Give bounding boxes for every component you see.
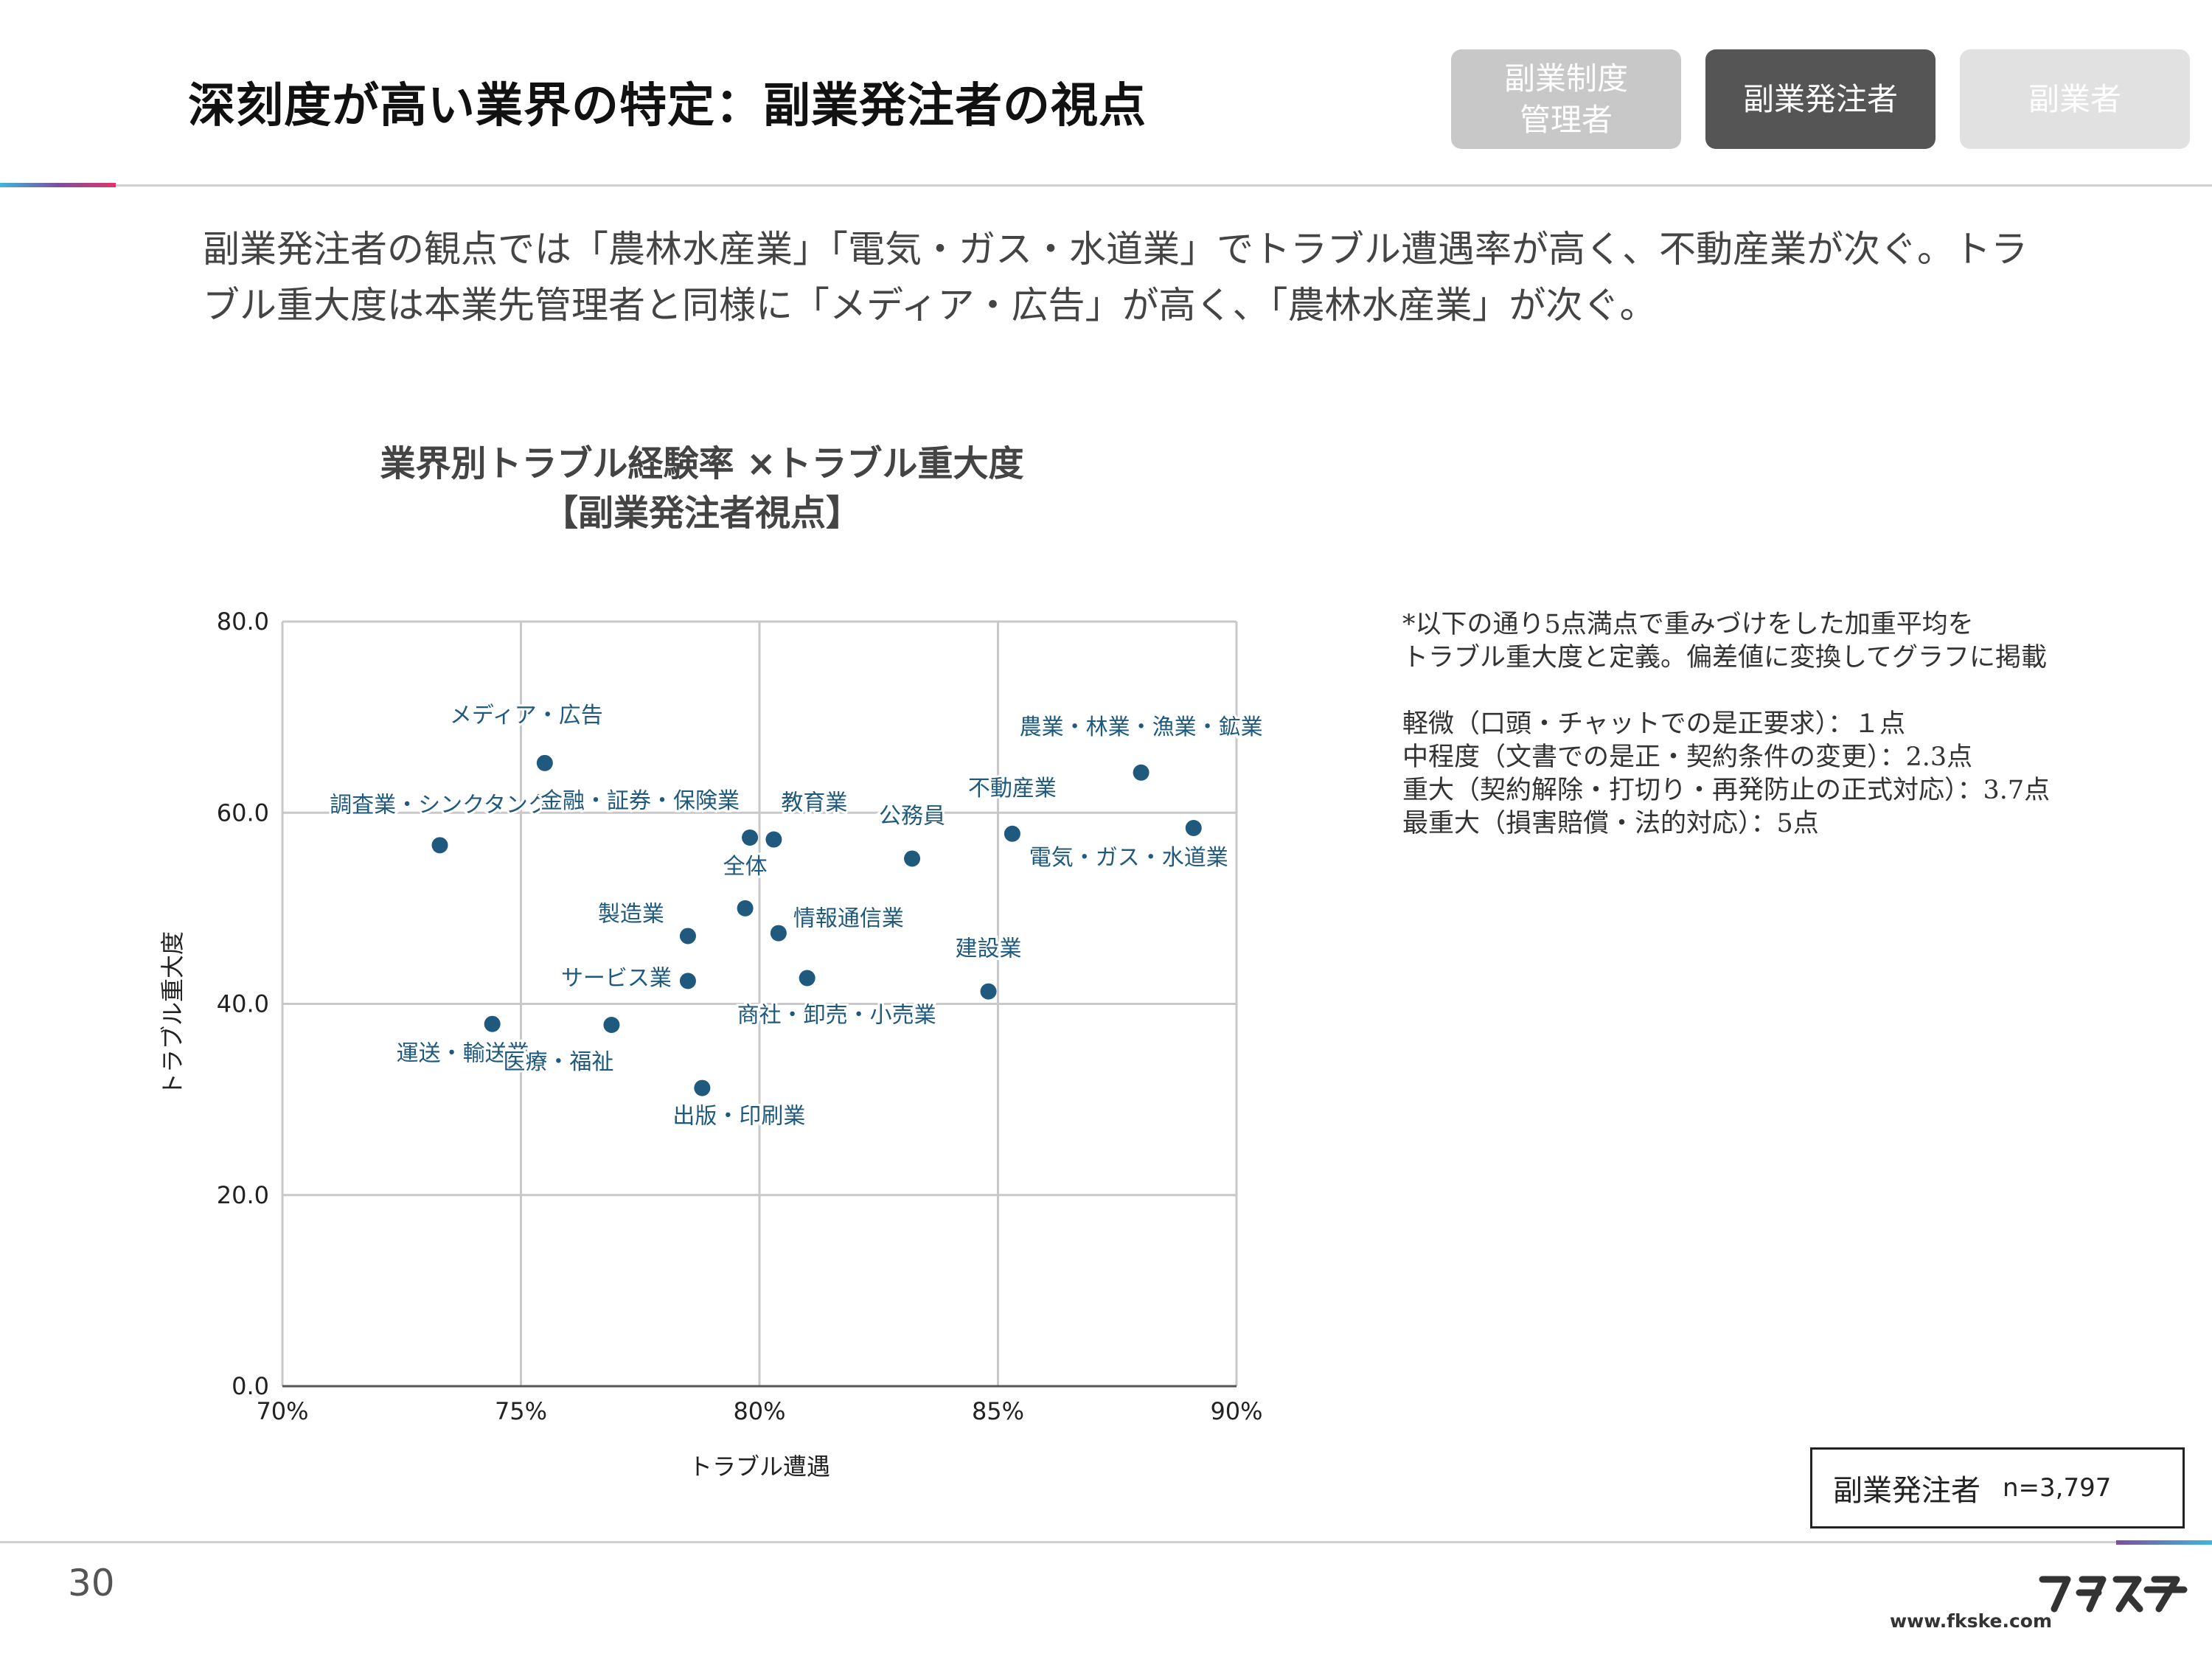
data-point [694, 1079, 711, 1096]
data-point [904, 850, 921, 867]
fukusuke-logo [2039, 1576, 2188, 1613]
tab-side-job-worker[interactable]: 副業者 [1960, 49, 2190, 149]
data-label: 金融・証券・保険業 [540, 788, 740, 814]
y-tick-label: 80.0 [217, 608, 269, 636]
view-tabs: 副業制度 管理者 副業発注者 副業者 [1451, 49, 2190, 149]
data-label: サービス業 [561, 965, 672, 991]
x-tick-label: 85% [972, 1397, 1024, 1425]
data-label: 調査業・シンクタンク [330, 792, 550, 818]
x-tick-label: 70% [256, 1397, 308, 1425]
footer-accent-bar [2116, 1540, 2212, 1545]
note-line: 軽微（口頭・チャットでの是正要求）：１点 [1402, 709, 1906, 739]
data-label: 運送・輸送業 [397, 1041, 529, 1067]
data-label: 出版・印刷業 [672, 1104, 805, 1130]
footer-url: www.fkske.com [1890, 1610, 2053, 1632]
note-line: 最重大（損害賠償・法的対応）：5点 [1402, 809, 1819, 838]
x-tick-label: 80% [733, 1397, 785, 1425]
header-accent-bar [0, 183, 116, 187]
data-point [742, 829, 759, 846]
data-label: 電気・ガス・水道業 [1029, 845, 1228, 871]
data-point [603, 1017, 620, 1034]
y-axis-label: トラブル重大度 [159, 931, 187, 1096]
data-label: 不動産業 [968, 776, 1057, 801]
footer-divider [0, 1541, 2212, 1543]
data-label: 公務員 [879, 803, 945, 829]
severity-notes: *以下の通り5点満点で重みづけをした加重平均を トラブル重大度と定義。偏差値に変… [1402, 608, 2050, 841]
data-label: 医療・福祉 [503, 1049, 613, 1075]
data-label: 製造業 [598, 901, 664, 927]
data-point [1185, 819, 1202, 836]
data-label: 建設業 [956, 936, 1022, 962]
header-divider [0, 184, 2212, 187]
data-point [770, 925, 787, 942]
data-point [799, 970, 815, 987]
tab-side-job-client[interactable]: 副業発注者 [1705, 49, 1935, 149]
note-line [1402, 675, 2050, 708]
y-tick-label: 0.0 [232, 1372, 269, 1400]
data-label: 全体 [723, 854, 768, 880]
x-axis-label: トラブル遭遇 [689, 1453, 830, 1481]
page-number: 30 [68, 1562, 115, 1604]
data-label: メディア・広告 [450, 703, 603, 728]
x-tick-label: 75% [495, 1397, 547, 1425]
x-tick-label: 90% [1210, 1397, 1262, 1425]
data-label: 商社・卸売・小売業 [737, 1003, 936, 1029]
sample-size-box: 副業発注者 n=3,797 [1810, 1447, 2185, 1528]
data-point [737, 900, 754, 917]
data-label: 農業・林業・漁業・鉱業 [1020, 714, 1263, 740]
data-point [765, 831, 782, 848]
data-point [679, 973, 696, 990]
tab-side-job-system-manager[interactable]: 副業制度 管理者 [1451, 49, 1681, 149]
sample-label: 副業発注者 [1833, 1474, 1980, 1508]
chart-subtitle: 【副業発注者視点】 [543, 493, 861, 534]
note-line: 重大（契約解除・打切り・再発防止の正式対応）：3.7点 [1402, 776, 2051, 805]
sample-size: n=3,797 [2003, 1473, 2112, 1503]
lead-text: 副業発注者の観点では「農林水産業」「電気・ガス・水道業」でトラブル遭遇率が高く、… [203, 228, 2028, 327]
data-label: 教育業 [781, 790, 847, 816]
data-point [1004, 825, 1020, 842]
data-point [431, 837, 448, 854]
data-label: 情報通信業 [793, 906, 904, 932]
data-point [536, 754, 553, 771]
note-line: 中程度（文書での是正・契約条件の変更）：2.3点 [1402, 742, 1973, 772]
data-point [679, 928, 696, 945]
y-tick-label: 20.0 [217, 1181, 269, 1209]
data-point [980, 983, 997, 1000]
page-title: 深刻度が高い業界の特定：副業発注者の視点 [188, 78, 1147, 133]
y-tick-label: 60.0 [217, 799, 269, 827]
note-line: トラブル重大度と定義。偏差値に変換してグラフに掲載 [1402, 643, 2047, 672]
y-tick-label: 40.0 [217, 990, 269, 1018]
data-point [1133, 764, 1150, 781]
chart-title: 業界別トラブル経験率 ×トラブル重大度 [380, 443, 1024, 484]
note-line: *以下の通り5点満点で重みづけをした加重平均を [1402, 610, 1974, 639]
data-point [484, 1015, 501, 1032]
